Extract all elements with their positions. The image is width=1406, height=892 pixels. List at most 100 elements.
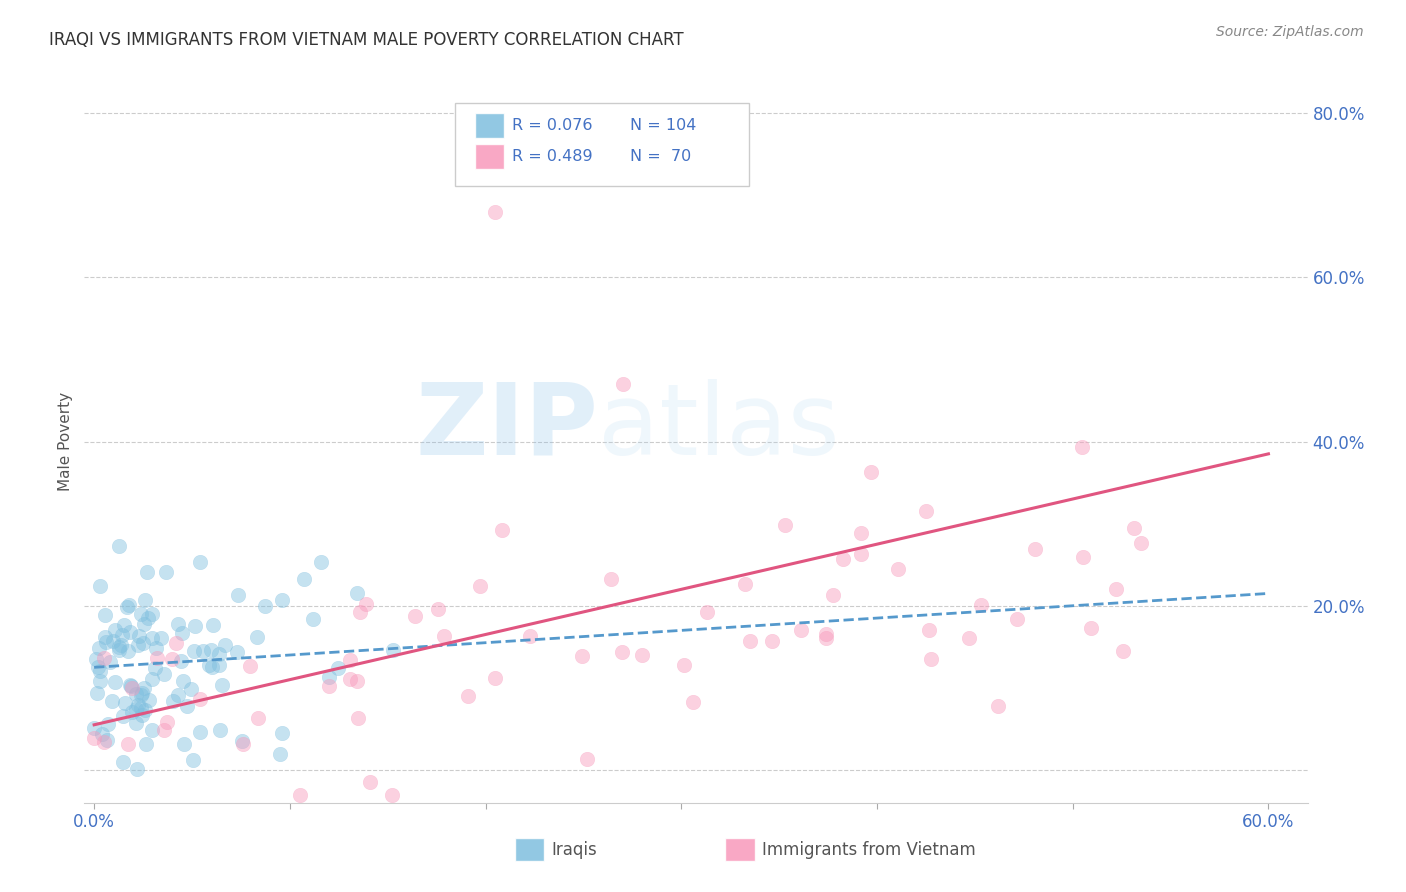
Point xyxy=(110,639,132,653)
Point xyxy=(162,694,184,708)
Point xyxy=(1080,621,1102,635)
Point xyxy=(87,660,110,674)
Point xyxy=(127,698,149,712)
Point xyxy=(1071,440,1094,454)
Point xyxy=(970,598,993,612)
Point xyxy=(94,630,117,644)
Point xyxy=(132,681,155,695)
Point xyxy=(339,672,361,686)
Point xyxy=(118,624,141,639)
Point xyxy=(1112,644,1135,658)
Point xyxy=(849,547,872,561)
Point xyxy=(101,633,124,648)
Point xyxy=(738,633,761,648)
Point xyxy=(104,675,127,690)
Text: atlas: atlas xyxy=(598,378,839,475)
Point xyxy=(117,737,139,751)
Point xyxy=(129,688,152,702)
Point xyxy=(695,606,717,620)
Point xyxy=(131,708,153,723)
Point xyxy=(107,539,129,553)
Point xyxy=(134,617,156,632)
Text: ZIP: ZIP xyxy=(415,378,598,475)
Point xyxy=(165,636,187,650)
Point xyxy=(1122,521,1144,535)
Point xyxy=(181,753,204,767)
Point xyxy=(288,788,311,802)
Text: IRAQI VS IMMIGRANTS FROM VIETNAM MALE POVERTY CORRELATION CHART: IRAQI VS IMMIGRANTS FROM VIETNAM MALE PO… xyxy=(49,31,683,49)
Point xyxy=(815,627,838,641)
Point xyxy=(673,657,696,672)
Point xyxy=(90,726,112,740)
Point xyxy=(83,721,105,735)
Point xyxy=(200,643,222,657)
Point xyxy=(127,638,149,652)
Text: R = 0.489: R = 0.489 xyxy=(513,149,593,164)
Point xyxy=(89,674,111,689)
Point xyxy=(108,640,131,654)
FancyBboxPatch shape xyxy=(725,838,755,862)
Point xyxy=(141,631,163,645)
Point xyxy=(172,625,194,640)
Point xyxy=(167,616,190,631)
Point xyxy=(93,735,115,749)
Point xyxy=(191,644,214,658)
Point xyxy=(920,652,942,666)
Point xyxy=(214,638,236,652)
Point xyxy=(134,593,156,607)
Point xyxy=(141,607,163,621)
Point xyxy=(131,607,153,621)
Point xyxy=(1024,542,1046,557)
Point xyxy=(519,629,541,643)
Point xyxy=(339,653,361,667)
Point xyxy=(269,747,291,761)
Point xyxy=(208,657,231,672)
Point xyxy=(167,689,190,703)
Point xyxy=(197,657,219,672)
Point xyxy=(125,701,148,715)
Point xyxy=(211,678,233,692)
Point xyxy=(117,643,139,657)
Point xyxy=(121,681,143,695)
Point xyxy=(1071,549,1094,564)
Text: N = 104: N = 104 xyxy=(630,118,696,133)
Point xyxy=(141,723,163,737)
Point xyxy=(468,579,491,593)
Point xyxy=(162,652,184,666)
Point xyxy=(128,629,150,643)
Text: Source: ZipAtlas.com: Source: ZipAtlas.com xyxy=(1216,25,1364,39)
FancyBboxPatch shape xyxy=(475,112,503,138)
Point xyxy=(381,788,404,802)
Point xyxy=(146,651,169,665)
Point xyxy=(790,624,813,638)
Point xyxy=(134,703,156,717)
Point xyxy=(302,612,325,626)
Point xyxy=(270,593,292,607)
Point xyxy=(773,517,796,532)
Point xyxy=(94,608,117,623)
Text: N =  70: N = 70 xyxy=(630,149,692,164)
Point xyxy=(98,655,121,669)
Point xyxy=(89,664,111,678)
Point xyxy=(484,204,506,219)
Point xyxy=(138,611,160,625)
Point xyxy=(121,705,143,719)
Point xyxy=(188,555,211,569)
Point xyxy=(356,598,378,612)
Point xyxy=(190,691,212,706)
Point xyxy=(120,678,142,692)
Point xyxy=(1105,582,1128,596)
Point xyxy=(184,618,207,632)
Point xyxy=(114,696,136,710)
Point xyxy=(112,617,135,632)
Point xyxy=(821,588,844,602)
Point xyxy=(127,762,149,776)
Point xyxy=(404,609,426,624)
Point xyxy=(156,715,179,730)
Point xyxy=(170,654,193,668)
Point xyxy=(89,640,111,655)
Point xyxy=(97,717,120,731)
Point xyxy=(225,645,247,659)
Point xyxy=(346,673,368,688)
Point xyxy=(112,755,135,769)
